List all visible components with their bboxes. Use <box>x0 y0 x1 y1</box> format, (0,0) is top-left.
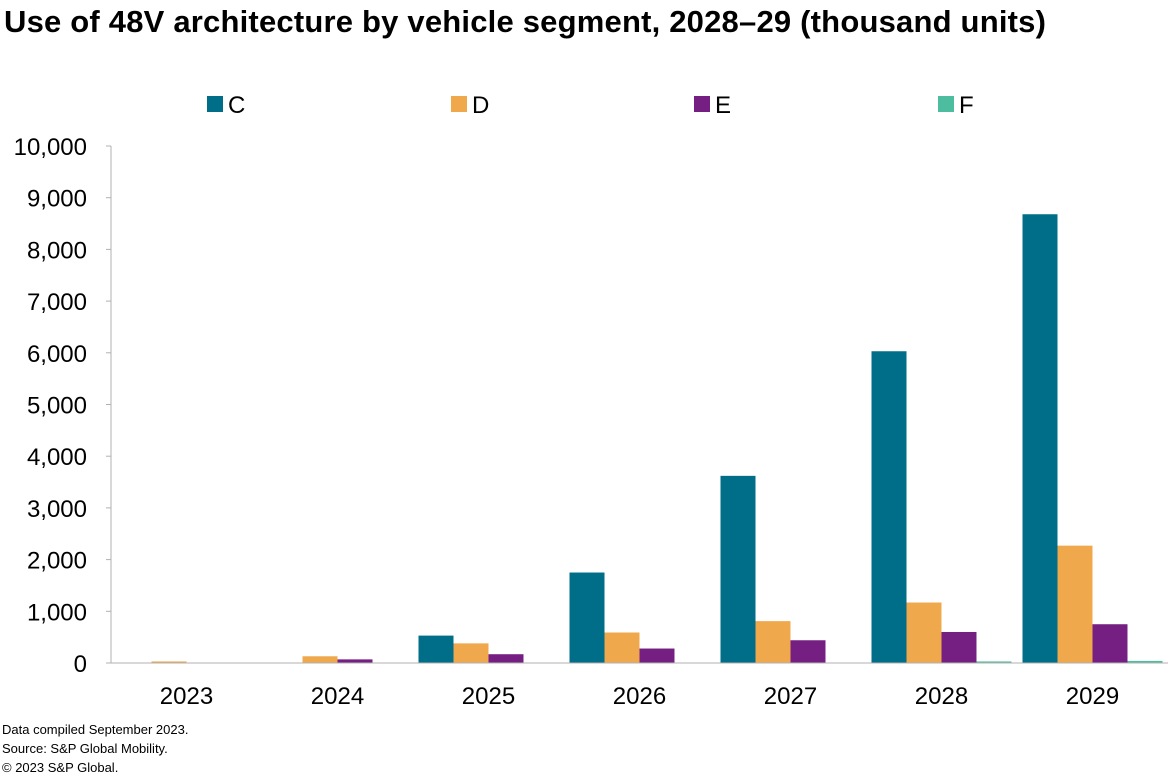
bar-d-2025 <box>453 643 489 663</box>
bar-d-2024 <box>302 656 338 663</box>
legend-label-e: E <box>715 92 731 119</box>
bar-e-2025 <box>488 654 524 663</box>
y-axis: 0 1,000 2,000 3,000 4,000 5,000 6,000 7,000 8,00… <box>14 134 112 678</box>
y-tick-label: 1,000 <box>27 599 87 626</box>
bar-e-2028 <box>941 631 977 663</box>
x-tick-label: 2028 <box>915 683 968 710</box>
y-tick-label: 3,000 <box>27 496 87 523</box>
legend-swatch-d <box>451 96 467 112</box>
y-tick-label: 5,000 <box>27 393 87 420</box>
y-tick-label: 2,000 <box>27 548 87 575</box>
x-tick-label: 2027 <box>764 683 817 710</box>
y-tick-label: 9,000 <box>27 186 87 213</box>
y-tick-label: 10,000 <box>14 134 87 161</box>
x-tick-label: 2023 <box>160 683 213 710</box>
bar-d-2027 <box>755 621 791 663</box>
y-tick-label: 0 <box>74 651 87 678</box>
legend-swatch-c <box>207 96 223 112</box>
y-tick-label: 4,000 <box>27 444 87 471</box>
bar-e-2027 <box>790 640 826 663</box>
x-tick-label: 2029 <box>1066 683 1119 710</box>
bar-f-2028 <box>976 661 1012 663</box>
footnote-source: Source: S&P Global Mobility. <box>2 741 168 756</box>
legend-label-d: D <box>472 92 489 119</box>
bar-d-2023 <box>151 661 187 663</box>
y-tick-label: 6,000 <box>27 341 87 368</box>
bar-d-2028 <box>906 602 942 663</box>
y-tick-label: 7,000 <box>27 289 87 316</box>
bar-d-2029 <box>1057 545 1093 663</box>
bar-e-2029 <box>1092 624 1128 663</box>
bar-e-2026 <box>639 648 675 663</box>
bar-c-2026 <box>569 572 605 663</box>
bar-f-2029 <box>1127 660 1163 663</box>
footnote-data-compiled: Data compiled September 2023. <box>2 722 189 737</box>
x-axis: 2023 2024 2025 2026 2027 2028 2029 <box>111 662 1168 710</box>
legend-swatch-f <box>938 96 954 112</box>
chart-title: Use of 48V architecture by vehicle segme… <box>4 4 1047 39</box>
bars-group <box>151 214 1163 663</box>
y-tick-label: 8,000 <box>27 237 87 264</box>
footnote-copyright: © 2023 S&P Global. <box>2 760 119 775</box>
x-tick-label: 2026 <box>613 683 666 710</box>
bar-chart: C D E F 0 1,000 2,000 3,000 4,000 5,000 6,000 7,00… <box>14 92 1168 710</box>
footnotes: Data compiled September 2023. Source: S&… <box>2 720 188 777</box>
legend-label-c: C <box>228 92 245 119</box>
bar-c-2029 <box>1022 214 1058 663</box>
legend-swatch-e <box>694 96 710 112</box>
bar-c-2027 <box>720 475 756 663</box>
bar-c-2025 <box>418 635 454 663</box>
chart-legend: C D E F <box>207 92 974 119</box>
bar-d-2026 <box>604 632 640 663</box>
x-tick-label: 2025 <box>462 683 515 710</box>
legend-label-f: F <box>959 92 974 119</box>
bar-c-2028 <box>871 351 907 663</box>
bar-e-2024 <box>337 659 373 663</box>
x-tick-label: 2024 <box>311 683 364 710</box>
